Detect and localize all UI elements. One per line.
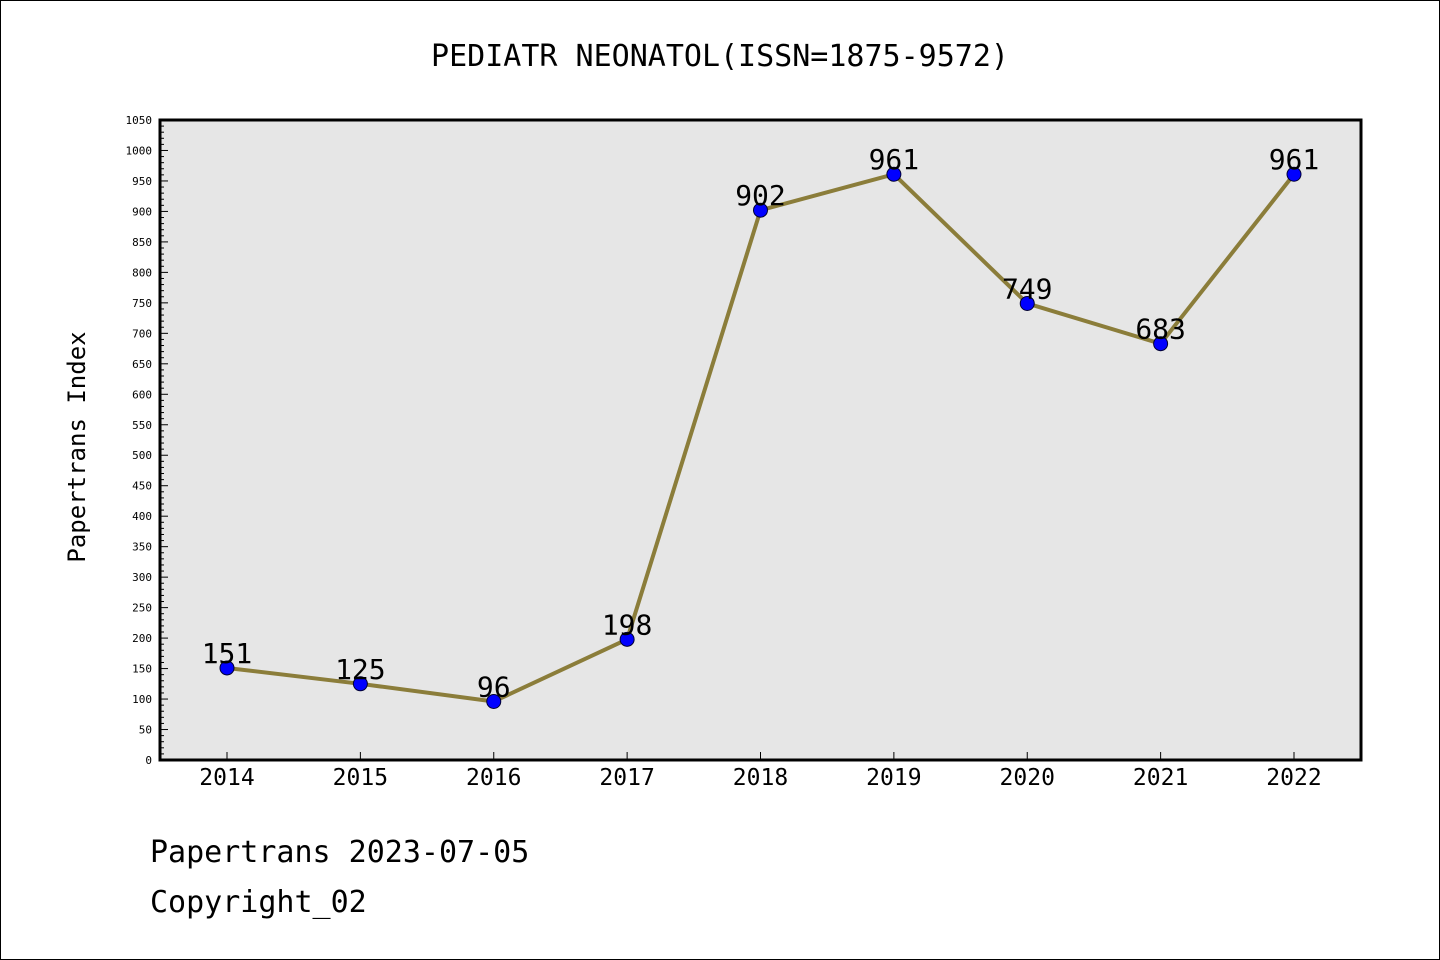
data-label: 902 xyxy=(735,179,786,212)
data-label: 961 xyxy=(1269,143,1320,176)
y-tick-label: 550 xyxy=(132,419,152,432)
chart-title: PEDIATR NEONATOL(ISSN=1875-9572) xyxy=(431,39,1009,74)
data-labels: 151 125 96 198 902 961 749 683 961 xyxy=(202,143,1320,703)
data-point xyxy=(886,166,902,182)
y-tick-label: 150 xyxy=(132,663,152,676)
x-tick-label: 2017 xyxy=(599,765,654,791)
x-tick-label: 2015 xyxy=(333,765,388,791)
y-tick-label: 200 xyxy=(132,632,152,645)
y-tick-label: 1000 xyxy=(126,144,153,157)
y-tick-label: 750 xyxy=(132,297,152,310)
y-tick-label: 650 xyxy=(132,358,152,371)
data-label: 125 xyxy=(335,653,386,686)
data-label: 96 xyxy=(477,670,511,703)
data-label: 683 xyxy=(1135,313,1186,346)
plot-area xyxy=(158,118,1363,762)
x-tick-label: 2022 xyxy=(1266,765,1321,791)
y-tick-label: 1050 xyxy=(126,114,153,127)
data-point xyxy=(1019,295,1035,311)
data-points xyxy=(219,166,1302,709)
footer-copyright: Copyright_02 xyxy=(150,885,367,920)
y-tick-label: 250 xyxy=(132,602,152,615)
data-point xyxy=(219,660,235,676)
y-tick-label: 950 xyxy=(132,175,152,188)
x-tick-label: 2018 xyxy=(733,765,788,791)
y-tick-label: 400 xyxy=(132,510,152,523)
y-tick-label: 0 xyxy=(145,754,152,767)
data-label: 749 xyxy=(1002,272,1053,305)
data-point xyxy=(486,693,502,709)
x-axis: 2014 2015 2016 2017 2018 2019 2020 2021 2022 xyxy=(199,752,1322,791)
data-point xyxy=(1153,336,1169,352)
y-axis: 0 50 100 150 200 250 300 350 400 450 500 550 600 650 7… xyxy=(126,114,168,767)
y-tick-label: 450 xyxy=(132,480,152,493)
data-point xyxy=(753,202,768,218)
y-tick-label: 900 xyxy=(132,205,152,218)
y-tick-label: 500 xyxy=(132,449,152,462)
x-tick-label: 2016 xyxy=(466,765,521,791)
y-tick-label: 50 xyxy=(139,724,152,737)
y-tick-label: 300 xyxy=(132,571,152,584)
data-label: 151 xyxy=(202,637,253,670)
x-tick-label: 2014 xyxy=(199,765,254,791)
x-tick-label: 2021 xyxy=(1133,765,1188,791)
y-tick-label: 350 xyxy=(132,541,152,554)
y-tick-label: 600 xyxy=(132,388,152,401)
data-label: 198 xyxy=(602,608,653,641)
y-axis-label: Papertrans Index xyxy=(63,331,91,562)
data-point xyxy=(619,631,635,647)
data-point xyxy=(1286,166,1302,182)
y-tick-label: 850 xyxy=(132,236,152,249)
data-point xyxy=(352,676,368,692)
y-tick-label: 100 xyxy=(132,693,152,706)
x-tick-label: 2019 xyxy=(866,765,921,791)
x-tick-label: 2020 xyxy=(1000,765,1055,791)
footer-date: Papertrans 2023-07-05 xyxy=(150,835,530,870)
data-label: 961 xyxy=(869,143,920,176)
y-tick-label: 700 xyxy=(132,327,152,340)
y-tick-label: 800 xyxy=(132,266,152,279)
